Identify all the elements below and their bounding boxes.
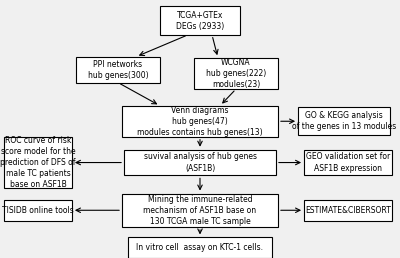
Text: TCGA+GTEx
DEGs (2933): TCGA+GTEx DEGs (2933) (176, 11, 224, 31)
FancyBboxPatch shape (128, 237, 272, 258)
Text: TISIDB online tools: TISIDB online tools (2, 206, 74, 215)
FancyBboxPatch shape (298, 107, 390, 135)
FancyBboxPatch shape (304, 150, 392, 175)
Text: GEO validation set for
ASF1B expression: GEO validation set for ASF1B expression (306, 152, 390, 173)
Text: ESTIMATE&CIBERSORT: ESTIMATE&CIBERSORT (305, 206, 391, 215)
Text: PPI networks
hub genes(300): PPI networks hub genes(300) (88, 60, 148, 80)
Text: suvival analysis of hub genes
(ASF1B): suvival analysis of hub genes (ASF1B) (144, 152, 256, 173)
FancyBboxPatch shape (160, 6, 240, 35)
FancyBboxPatch shape (124, 150, 276, 175)
FancyBboxPatch shape (122, 106, 278, 137)
FancyBboxPatch shape (304, 200, 392, 221)
FancyBboxPatch shape (4, 137, 72, 188)
Text: WCGNA
hub genes(222)
modules(23): WCGNA hub genes(222) modules(23) (206, 58, 266, 89)
FancyBboxPatch shape (76, 57, 160, 83)
Text: Venn diagrams
hub genes(47)
modules contains hub genes(13): Venn diagrams hub genes(47) modules cont… (137, 106, 263, 137)
Text: In vitro cell  assay on KTC-1 cells.: In vitro cell assay on KTC-1 cells. (136, 243, 264, 252)
Text: ROC curve of risk
score model for the
prediction of DFS of
male TC patients
base: ROC curve of risk score model for the pr… (0, 136, 76, 189)
Text: GO & KEGG analysis
of the genes in 13 modules: GO & KEGG analysis of the genes in 13 mo… (292, 111, 396, 131)
FancyBboxPatch shape (4, 200, 72, 221)
FancyBboxPatch shape (122, 194, 278, 227)
FancyBboxPatch shape (194, 58, 278, 89)
Text: Mining the immune-related
mechanism of ASF1B base on
130 TCGA male TC sample: Mining the immune-related mechanism of A… (144, 195, 256, 226)
